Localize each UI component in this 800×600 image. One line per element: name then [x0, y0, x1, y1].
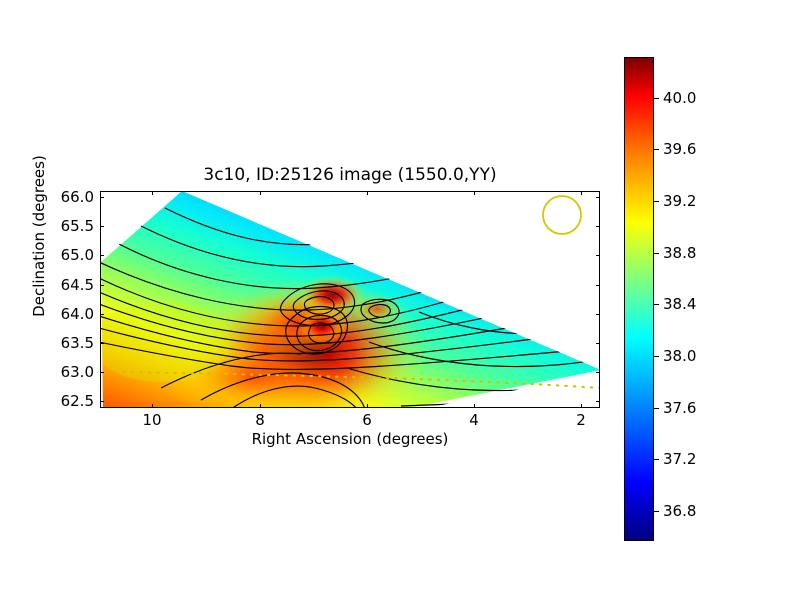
- ytick-label: 64.0: [60, 305, 94, 323]
- xtick-label: 2: [576, 411, 586, 429]
- ytick-label: 65.5: [60, 217, 94, 235]
- cbar-tick-label: 38.0: [663, 347, 697, 365]
- cbar-tick-label: 37.2: [663, 450, 697, 468]
- xtick-mark-top: [474, 191, 476, 195]
- ytick-label: 62.5: [60, 392, 94, 410]
- ytick-mark-right: [596, 372, 600, 374]
- heatmap-svg: [101, 192, 599, 407]
- ytick-mark-right: [596, 285, 600, 287]
- cbar-tick-mark: [654, 511, 659, 513]
- xtick-mark: [260, 404, 262, 408]
- xtick-mark-top: [152, 191, 154, 195]
- ytick-label: 63.5: [60, 334, 94, 352]
- ytick-mark: [100, 401, 104, 403]
- cbar-tick-label: 39.2: [663, 192, 697, 210]
- cbar-tick-mark: [654, 98, 659, 100]
- beam-size-circle: [542, 195, 582, 235]
- cbar-tick-label: 38.4: [663, 295, 697, 313]
- ytick-mark: [100, 255, 104, 257]
- galactic-plane-dotted-line: [113, 370, 599, 389]
- cbar-tick-label: 38.8: [663, 244, 697, 262]
- y-axis-label: Declination (degrees): [30, 155, 48, 317]
- xtick-mark-top: [367, 191, 369, 195]
- ytick-label: 65.0: [60, 246, 94, 264]
- ytick-mark: [100, 343, 104, 345]
- ytick-mark: [100, 372, 104, 374]
- ytick-mark-right: [596, 343, 600, 345]
- cbar-tick-mark: [654, 356, 659, 358]
- ytick-mark: [100, 226, 104, 228]
- ytick-mark-right: [596, 255, 600, 257]
- page-title: 3c10, ID:25126 image (1550.0,YY): [203, 165, 497, 185]
- ytick-mark-right: [596, 197, 600, 199]
- ytick-label: 66.0: [60, 188, 94, 206]
- xtick-label: 6: [362, 411, 372, 429]
- cbar-tick-mark: [654, 201, 659, 203]
- cbar-tick-label: 37.6: [663, 399, 697, 417]
- cbar-tick-mark: [654, 459, 659, 461]
- ytick-label: 63.0: [60, 363, 94, 381]
- xtick-label: 4: [469, 411, 479, 429]
- cbar-tick-mark: [654, 304, 659, 306]
- xtick-mark-top: [260, 191, 262, 195]
- ytick-mark: [100, 314, 104, 316]
- ytick-mark-right: [596, 401, 600, 403]
- cbar-tick-label: 36.8: [663, 502, 697, 520]
- colorbar-gradient[interactable]: [624, 57, 654, 541]
- xtick-mark: [367, 404, 369, 408]
- cbar-tick-label: 40.0: [663, 89, 697, 107]
- xtick-mark: [474, 404, 476, 408]
- cbar-tick-mark: [654, 408, 659, 410]
- cbar-tick-mark: [654, 253, 659, 255]
- ytick-mark-right: [596, 226, 600, 228]
- xtick-label: 10: [142, 411, 162, 429]
- xtick-mark: [581, 404, 583, 408]
- ytick-mark-right: [596, 314, 600, 316]
- cbar-tick-label: 39.6: [663, 140, 697, 158]
- ytick-mark: [100, 285, 104, 287]
- heatmap-axes[interactable]: [100, 191, 600, 408]
- ytick-mark: [100, 197, 104, 199]
- xtick-mark-top: [581, 191, 583, 195]
- x-axis-label: Right Ascension (degrees): [251, 430, 449, 448]
- xtick-mark: [152, 404, 154, 408]
- ytick-label: 64.5: [60, 276, 94, 294]
- field-image: [101, 192, 599, 407]
- cbar-tick-mark: [654, 149, 659, 151]
- xtick-label: 8: [255, 411, 265, 429]
